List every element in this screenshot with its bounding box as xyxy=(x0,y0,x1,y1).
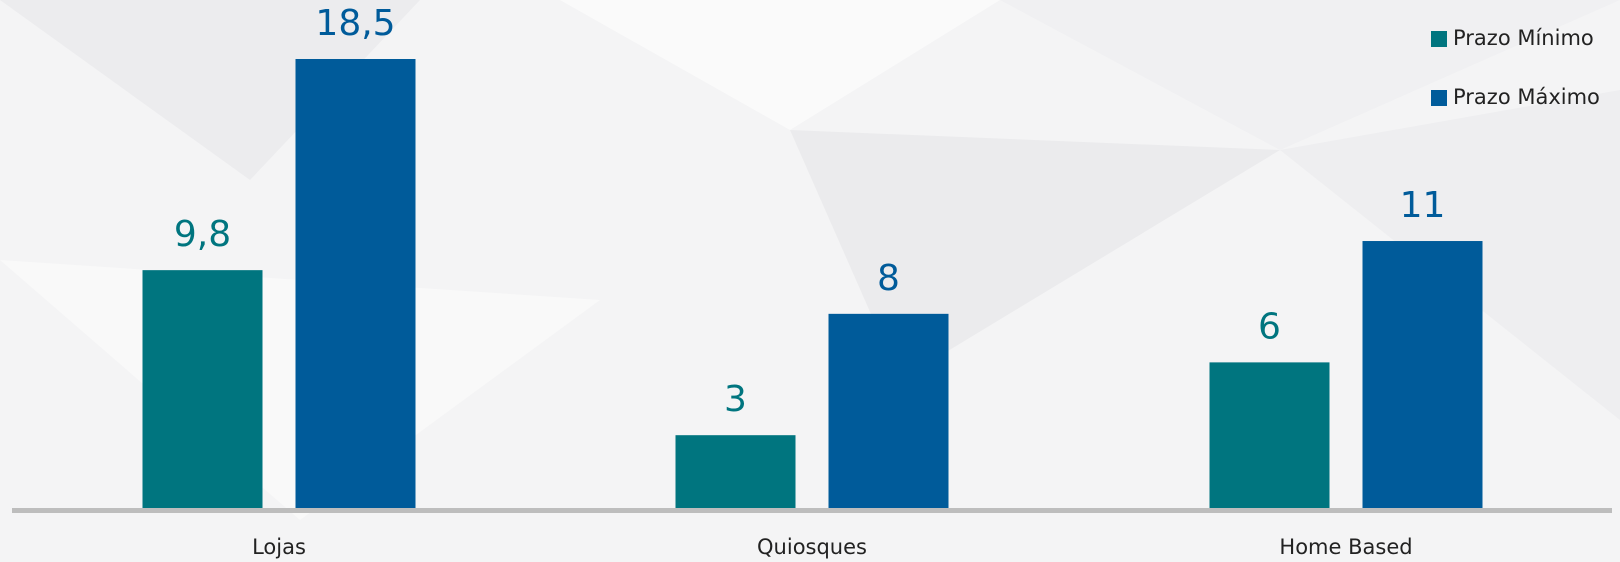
value-label: 6 xyxy=(1258,306,1281,347)
legend-swatch xyxy=(1431,90,1447,106)
value-label: 11 xyxy=(1400,185,1446,226)
legend-label: Prazo Máximo xyxy=(1453,85,1600,109)
bar xyxy=(1209,362,1330,508)
bar xyxy=(828,313,949,508)
legend-label: Prazo Mínimo xyxy=(1453,26,1594,50)
value-label: 9,8 xyxy=(174,214,231,255)
legend-swatch xyxy=(1431,31,1447,47)
bg-shape xyxy=(560,0,1000,130)
x-tick-label: Home Based xyxy=(1279,535,1412,559)
value-label: 3 xyxy=(724,379,747,420)
x-tick-label: Quiosques xyxy=(757,535,867,559)
bar xyxy=(675,435,796,508)
bar xyxy=(142,270,263,508)
bar xyxy=(1362,241,1483,508)
axis-line xyxy=(12,508,1612,513)
bg-shape xyxy=(1000,0,1620,150)
x-tick-label: Lojas xyxy=(252,535,306,559)
value-label: 8 xyxy=(877,258,900,299)
bar xyxy=(295,59,416,508)
value-label: 18,5 xyxy=(315,3,395,44)
bg-shape xyxy=(0,0,420,180)
